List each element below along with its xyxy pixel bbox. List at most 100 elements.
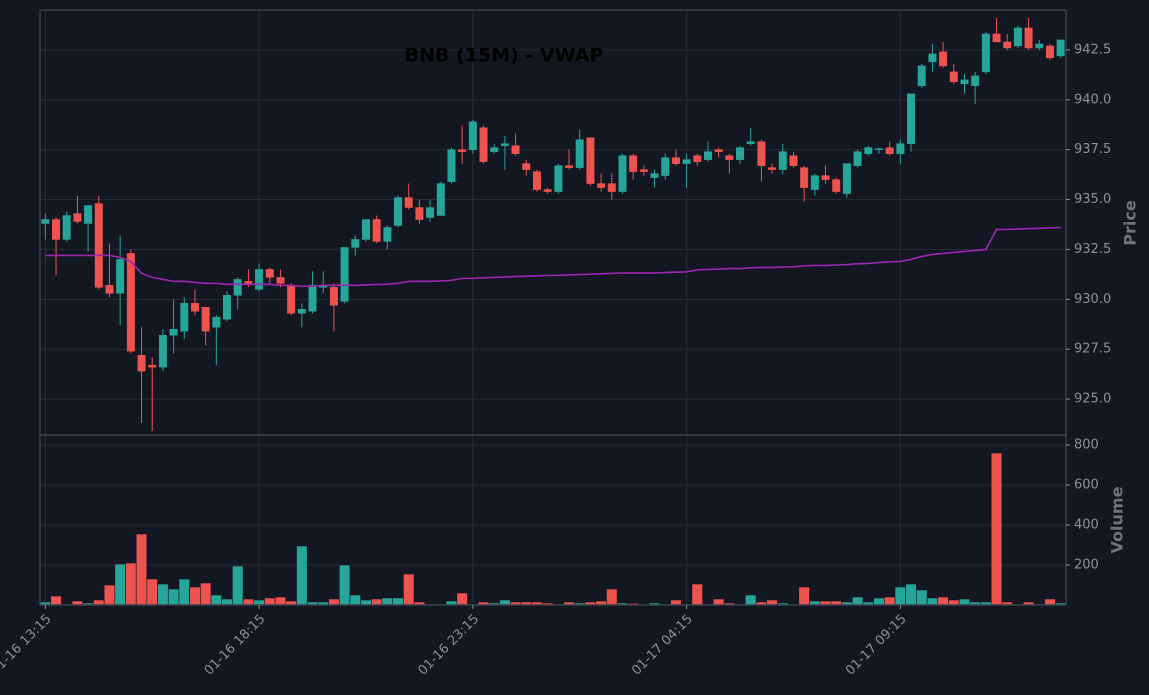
- candle-body: [84, 205, 93, 224]
- volume-bar: [691, 583, 703, 606]
- volume-bar: [798, 586, 810, 606]
- candle-body: [158, 334, 167, 368]
- candle-body: [255, 269, 264, 290]
- candle-body: [468, 121, 477, 150]
- candle-body: [907, 93, 916, 144]
- volume-bar: [274, 596, 287, 606]
- vwap-line: [45, 226, 1061, 288]
- candle-body: [746, 141, 755, 144]
- volume-bar: [338, 564, 351, 606]
- volume-bar: [606, 588, 618, 606]
- candle-body: [650, 173, 659, 178]
- candle-body: [1024, 27, 1033, 49]
- candle-body: [361, 219, 370, 240]
- candle-body: [768, 167, 777, 170]
- y-tick-label: 937.5: [1074, 142, 1111, 157]
- candle-body: [137, 354, 146, 372]
- candle-body: [971, 75, 980, 87]
- candle-body: [458, 149, 467, 152]
- candle-body: [276, 277, 285, 284]
- candle-body: [105, 285, 114, 294]
- x-tick-label: 01-17 04:15: [629, 612, 696, 679]
- volume-bar: [916, 589, 928, 606]
- y-tick-label: 925.0: [1074, 392, 1111, 407]
- volume-bar: [958, 598, 971, 606]
- candle-body: [223, 295, 232, 320]
- candle-body: [447, 149, 456, 182]
- candle-body: [244, 281, 253, 284]
- candle-body: [41, 219, 50, 224]
- candle-body: [404, 197, 413, 208]
- volume-bar: [873, 597, 885, 606]
- y-tick-label: 940.0: [1074, 92, 1111, 107]
- candle-body: [287, 285, 296, 314]
- candle-body: [265, 269, 274, 278]
- volume-bar: [1044, 598, 1056, 606]
- candle-body: [1045, 45, 1054, 59]
- candle-body: [800, 167, 809, 188]
- candle-body: [693, 155, 702, 162]
- volume-bar: [926, 597, 939, 606]
- candle-body: [810, 175, 819, 190]
- candle-body: [575, 139, 584, 168]
- candle-body: [832, 179, 841, 192]
- candle-body: [308, 285, 317, 312]
- volume-bar: [990, 452, 1003, 606]
- candle-body: [180, 303, 189, 332]
- candle-body: [383, 227, 392, 242]
- candle-body: [682, 159, 691, 164]
- candle-body: [725, 155, 734, 160]
- price-panel-frame: [39, 9, 1067, 436]
- volume-bar: [392, 597, 404, 606]
- candle-body: [436, 183, 445, 216]
- candle-body: [949, 71, 958, 83]
- x-tick-label: 01-16 23:15: [415, 612, 482, 679]
- candle-body: [297, 309, 306, 314]
- y-tick-label: 930.0: [1074, 292, 1111, 307]
- candle-body: [864, 147, 873, 154]
- candle-body: [917, 65, 926, 87]
- candle-body: [212, 317, 221, 328]
- volume-tick-label: 400: [1074, 518, 1099, 533]
- candle-body: [73, 213, 82, 222]
- volume-tick-label: 600: [1074, 478, 1099, 493]
- volume-bar: [745, 594, 757, 606]
- candle-body: [842, 163, 851, 194]
- candle-body: [960, 79, 969, 85]
- volume-axis-label: Volume: [1108, 486, 1127, 553]
- candle-body: [639, 169, 648, 172]
- candle-body: [821, 175, 830, 180]
- y-tick-label: 932.5: [1074, 242, 1111, 257]
- candle-body: [1035, 43, 1044, 49]
- candle-body: [586, 137, 595, 184]
- volume-bar: [403, 573, 415, 606]
- candle-body: [853, 151, 862, 166]
- volume-bar: [456, 592, 468, 606]
- grid: [40, 10, 1066, 605]
- y-axis-label: Price: [1121, 200, 1140, 246]
- candle-body: [148, 364, 157, 368]
- candle-body: [479, 127, 488, 162]
- volume-bar: [146, 578, 158, 606]
- candle-body: [928, 53, 937, 63]
- candle-body: [1003, 41, 1012, 49]
- volume-bar: [125, 562, 137, 606]
- volume-bar: [905, 583, 917, 606]
- candle-body: [500, 143, 509, 146]
- volume-bar: [50, 595, 62, 606]
- x-tick-label: 01-17 09:15: [843, 612, 910, 679]
- candle-body: [351, 239, 360, 248]
- candle-body: [671, 157, 680, 164]
- volume-bar: [232, 565, 244, 606]
- candle-body: [340, 247, 349, 302]
- volume-bar: [851, 596, 864, 606]
- candle-body: [490, 147, 499, 152]
- candle-body: [94, 203, 103, 288]
- plot: [39, 17, 1067, 606]
- candle-body: [757, 141, 766, 166]
- candle-body: [607, 183, 616, 192]
- candle-body: [329, 287, 338, 306]
- volume-bar: [189, 586, 201, 606]
- y-tick-label: 927.5: [1074, 342, 1111, 357]
